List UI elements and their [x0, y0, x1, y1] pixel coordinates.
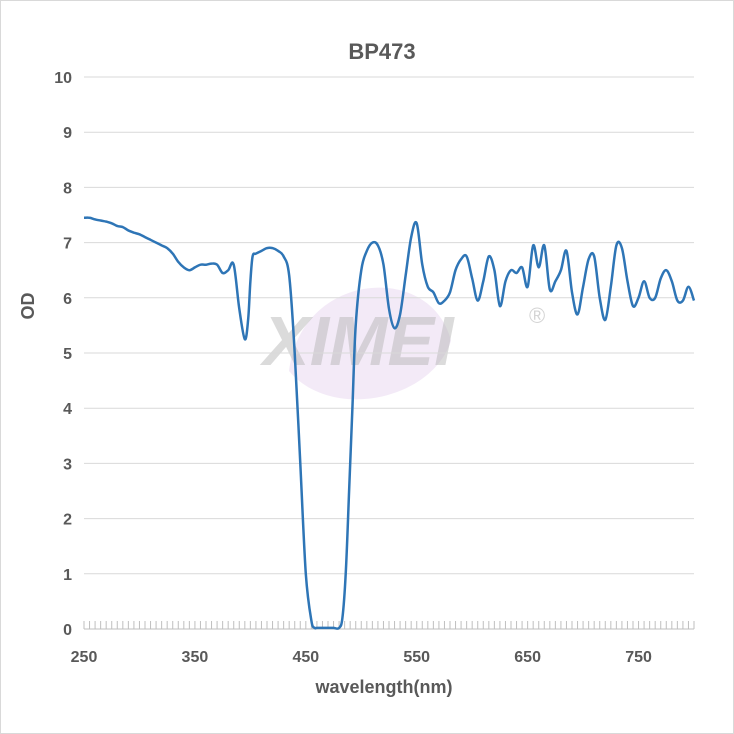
series-line-od: [83, 216, 696, 630]
x-tick-label: 450: [292, 649, 319, 666]
y-tick-labels: 0 1 2 3 4 5 6 7 8 9 10: [54, 70, 72, 639]
y-tick-label: 5: [63, 346, 72, 363]
watermark-logo: XIMEI ®: [259, 287, 545, 400]
y-tick-label: 6: [63, 291, 72, 308]
y-tick-label: 4: [63, 401, 72, 418]
y-tick-label: 3: [63, 456, 72, 473]
x-axis-label: wavelength(nm): [314, 677, 452, 697]
x-tick-label: 250: [71, 649, 98, 666]
y-tick-label: 1: [63, 567, 72, 584]
y-axis-label: OD: [18, 292, 38, 319]
watermark-swirl-shape: [289, 287, 451, 400]
y-tick-label: 8: [63, 180, 72, 197]
chart-title: BP473: [348, 39, 415, 64]
x-minor-ticks: [83, 621, 695, 629]
grid-lines: [84, 76, 694, 575]
y-tick-label: 10: [54, 70, 72, 87]
y-tick-label: 7: [63, 236, 72, 253]
y-tick-label: 0: [63, 622, 72, 639]
x-tick-label: 550: [403, 649, 430, 666]
x-tick-label: 350: [182, 649, 209, 666]
x-tick-label: 750: [625, 649, 652, 666]
x-tick-labels: 250 350 450 550 650 750: [71, 649, 652, 666]
watermark-registered-mark: ®: [529, 303, 545, 328]
y-tick-label: 9: [63, 125, 72, 142]
x-tick-label: 650: [514, 649, 541, 666]
y-tick-label: 2: [63, 512, 72, 529]
